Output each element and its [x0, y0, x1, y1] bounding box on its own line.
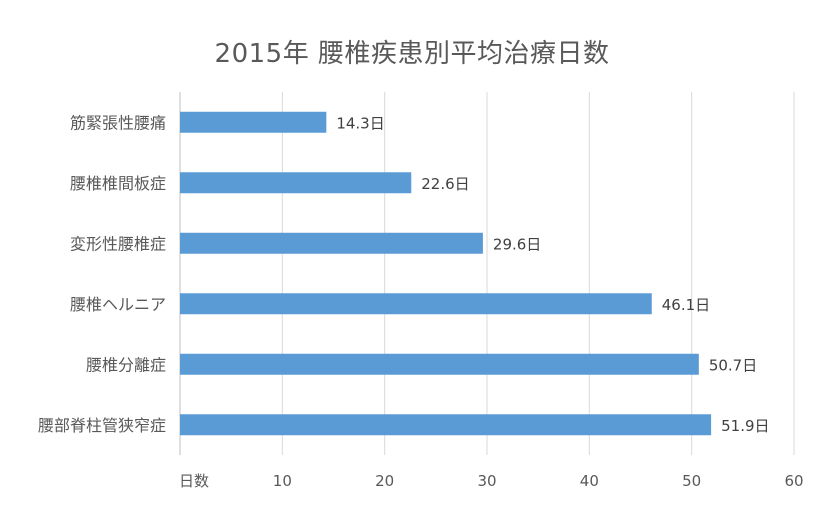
x-tick-label: 50 [682, 472, 701, 490]
bar [180, 353, 699, 375]
category-label: 筋緊張性腰痛 [70, 113, 166, 132]
data-label: 50.7日 [709, 356, 757, 374]
data-label: 51.9日 [721, 417, 769, 435]
bar [180, 232, 483, 254]
grid-lines [179, 92, 795, 455]
x-tick-label: 30 [477, 472, 496, 490]
data-labels: 14.3日 22.6日 29.6日 46.1日 50.7日 51.9日 [336, 114, 769, 435]
x-tick-label: 20 [375, 472, 394, 490]
x-tick-label: 40 [580, 472, 599, 490]
category-label: 腰部脊柱管狭窄症 [38, 416, 166, 435]
category-label: 腰椎ヘルニア [70, 295, 166, 314]
category-label: 腰椎分離症 [86, 355, 166, 374]
tick-labels: 10 20 30 40 50 60 [273, 472, 804, 490]
bar [180, 111, 327, 133]
data-label: 46.1日 [662, 296, 710, 314]
bars [180, 111, 712, 436]
bar [180, 172, 412, 194]
chart-title: 2015年 腰椎疾患別平均治療日数 [214, 39, 610, 69]
category-label: 変形性腰椎症 [70, 234, 166, 253]
data-label: 22.6日 [421, 175, 469, 193]
x-tick-label: 60 [784, 472, 803, 490]
category-label: 腰椎椎間板症 [70, 174, 166, 193]
bar [180, 414, 712, 436]
data-label: 14.3日 [336, 114, 384, 132]
x-tick-label: 10 [273, 472, 292, 490]
x-axis-label: 日数 [179, 472, 209, 490]
bar [180, 293, 652, 315]
data-label: 29.6日 [493, 235, 541, 253]
